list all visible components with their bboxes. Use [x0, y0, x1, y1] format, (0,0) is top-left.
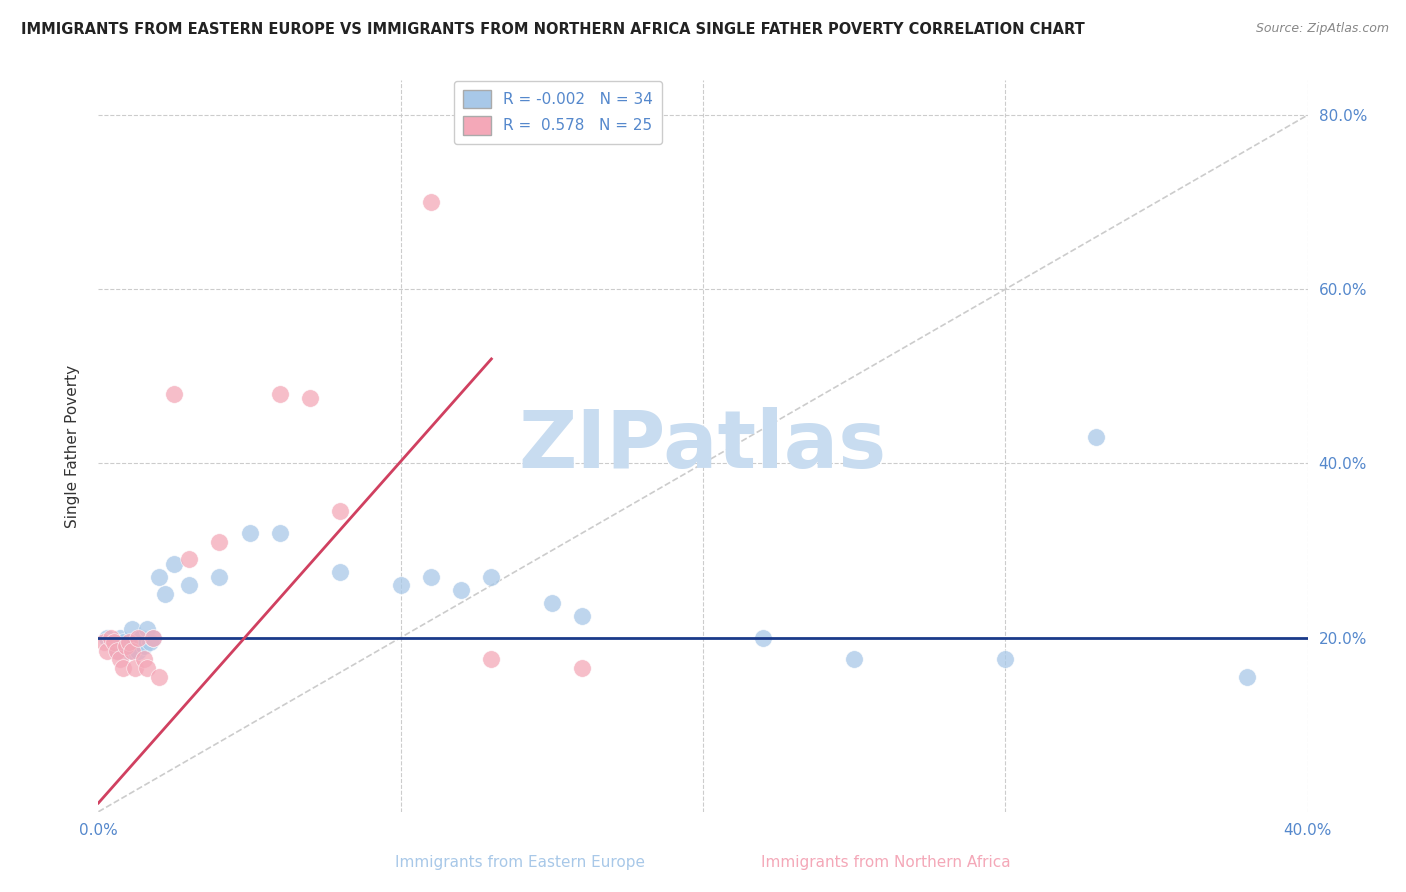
Point [118, 635, 141, 649]
Point [299, 391, 322, 405]
Point [127, 631, 149, 645]
Point [481, 652, 503, 666]
Point [571, 661, 593, 675]
Point [148, 670, 170, 684]
Y-axis label: Single Father Poverty: Single Father Poverty [65, 365, 80, 527]
Point [994, 652, 1017, 666]
Point [103, 635, 125, 649]
Point [129, 631, 152, 645]
Point [124, 661, 146, 675]
Point [108, 652, 131, 666]
Point [844, 652, 866, 666]
Point [153, 587, 176, 601]
Point [208, 569, 231, 583]
Point [100, 631, 122, 645]
Point [571, 608, 593, 623]
Point [163, 386, 186, 401]
Point [121, 622, 143, 636]
Point [105, 643, 128, 657]
Point [179, 578, 201, 592]
Point [208, 534, 231, 549]
Point [96, 643, 118, 657]
Point [139, 635, 162, 649]
Point [142, 631, 165, 645]
Point [111, 661, 134, 675]
Point [108, 631, 131, 645]
Point [269, 526, 291, 541]
Point [93, 635, 115, 649]
Point [132, 640, 155, 654]
Point [105, 643, 128, 657]
Point [329, 504, 352, 518]
Point [269, 386, 291, 401]
Point [420, 195, 443, 210]
Point [142, 631, 165, 645]
Point [114, 640, 136, 654]
Text: Immigrants from Eastern Europe: Immigrants from Eastern Europe [395, 855, 645, 870]
Point [389, 578, 412, 592]
Point [540, 596, 562, 610]
Point [179, 552, 201, 566]
Point [103, 635, 125, 649]
Point [111, 635, 134, 649]
Point [148, 569, 170, 583]
Text: Immigrants from Northern Africa: Immigrants from Northern Africa [761, 855, 1011, 870]
Point [239, 526, 262, 541]
Point [481, 569, 503, 583]
Point [121, 643, 143, 657]
Text: ZIPatlas: ZIPatlas [519, 407, 887, 485]
Point [118, 643, 141, 657]
Point [329, 566, 352, 580]
Point [1236, 670, 1258, 684]
Point [752, 631, 775, 645]
Point [420, 569, 443, 583]
Point [114, 640, 136, 654]
Legend: R = -0.002   N = 34, R =  0.578   N = 25: R = -0.002 N = 34, R = 0.578 N = 25 [454, 80, 662, 144]
Text: IMMIGRANTS FROM EASTERN EUROPE VS IMMIGRANTS FROM NORTHERN AFRICA SINGLE FATHER : IMMIGRANTS FROM EASTERN EUROPE VS IMMIGR… [21, 22, 1085, 37]
Point [135, 661, 157, 675]
Point [450, 582, 472, 597]
Point [127, 643, 149, 657]
Point [96, 631, 118, 645]
Point [124, 635, 146, 649]
Point [1085, 430, 1108, 444]
Text: Source: ZipAtlas.com: Source: ZipAtlas.com [1256, 22, 1389, 36]
Point [163, 557, 186, 571]
Point [132, 652, 155, 666]
Point [135, 622, 157, 636]
